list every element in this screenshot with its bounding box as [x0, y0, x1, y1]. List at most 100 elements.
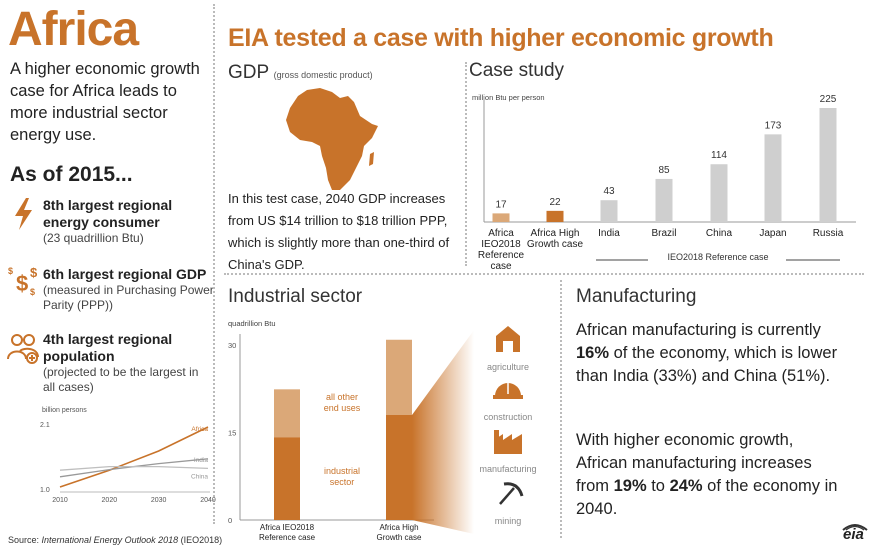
dollar-signs-icon: $ $ $ $ [6, 264, 42, 298]
stat-gdp-sub: (measured in Purchasing Power Parity (PP… [43, 283, 214, 312]
pop-xtick-2040: 2040 [200, 497, 216, 504]
case-bar-label-5: Japan [759, 228, 786, 239]
pop-xtick-2030: 2030 [151, 497, 167, 504]
svg-text:$: $ [30, 265, 38, 280]
case-study-bar-chart: million Btu per person 17 Africa IEO2018 Ref… [472, 93, 856, 272]
gdp-title-note: (gross domestic product) [273, 70, 373, 80]
industrial-wedge [412, 330, 474, 534]
stat-population: 4th largest regional population (project… [43, 331, 213, 395]
manufacturing-paragraph-1: African manufacturing is currently 16% o… [576, 319, 848, 388]
mfg-p2-b: 19% [613, 477, 647, 495]
stat-energy-sub: (23 quadrillion Btu) [43, 231, 144, 245]
main-title: EIA tested a case with higher economic g… [228, 24, 774, 52]
case-bar-value-2: 43 [603, 186, 615, 197]
gdp-text: In this test case, 2040 GDP increases fr… [228, 191, 450, 272]
mfg-p1-c: of the economy, which is lower than Indi… [576, 344, 838, 385]
source-note: Source: International Energy Outlook 201… [8, 535, 222, 545]
industrial-icon-label-construction: construction [484, 412, 533, 422]
divider-vertical-manufacturing [560, 280, 562, 538]
case-bar-2 [600, 200, 618, 222]
case-ylabel: million Btu per person [472, 93, 545, 102]
gdp-heading: GDP (gross domestic product) [228, 62, 373, 84]
stat-population-sub: (projected to be the largest in all case… [43, 365, 199, 394]
case-bar-value-3: 85 [658, 165, 670, 176]
source-title: International Energy Outlook 2018 [41, 535, 179, 545]
source-prefix: Source: [8, 535, 42, 545]
pop-series-africa [59, 426, 209, 488]
divider-horizontal [224, 273, 864, 275]
industrial-bar-label-0: Africa IEO2018 Reference case [259, 523, 316, 542]
manufacturing-icon [494, 430, 522, 454]
stat-energy: 8th largest regional energy consumer (23… [43, 197, 213, 246]
pop-label-india: India [194, 457, 208, 464]
svg-text:$: $ [8, 266, 13, 276]
eia-logo: eia [840, 522, 870, 544]
agriculture-icon [496, 326, 520, 352]
pop-ytick-top: 2.1 [40, 422, 50, 429]
case-bar-value-6: 225 [820, 94, 837, 105]
pop-ytick-bottom: 1.0 [40, 487, 50, 494]
source-suffix: (IEO2018) [178, 535, 223, 545]
divider-vertical-gdp [465, 62, 467, 266]
industrial-ytick-15: 15 [228, 429, 236, 438]
stat-population-title: 4th largest regional population [43, 331, 173, 364]
industrial-bar-other-1 [386, 339, 412, 415]
case-bar-label-4: China [706, 228, 733, 239]
case-bar-value-0: 17 [495, 199, 507, 210]
industrial-legend-industrial: industrial sector [324, 466, 360, 487]
industrial-ylabel: quadrillion Btu [228, 319, 276, 328]
svg-text:$: $ [30, 287, 35, 297]
page-title: Africa [8, 3, 139, 56]
pop-xtick-2020: 2020 [102, 497, 118, 504]
case-bar-0 [492, 213, 510, 222]
stat-gdp: 6th largest regional GDP (measured in Pu… [43, 266, 215, 313]
svg-text:$: $ [16, 271, 28, 296]
industrial-icon-label-manufacturing: manufacturing [479, 464, 536, 474]
case-bar-label-1: Africa High Growth case [527, 228, 584, 250]
case-bar-6 [819, 108, 837, 222]
mfg-p2-c: to [646, 477, 670, 495]
case-study-title: Case study [469, 60, 565, 81]
industrial-stacked-bar-chart: quadrillion Btu 0 15 30 Africa IEO2018 Refere… [228, 319, 537, 542]
industrial-bar-other-0 [274, 389, 300, 438]
industrial-legend-other: all other end uses [324, 392, 361, 413]
case-bar-value-5: 173 [765, 120, 782, 131]
manufacturing-paragraph-2: With higher economic growth, African man… [576, 429, 848, 521]
construction-icon [493, 383, 523, 399]
case-bar-value-1: 22 [549, 197, 561, 208]
mfg-p1-b: 16% [576, 344, 610, 362]
divider-vertical [213, 4, 215, 524]
mfg-p2-d: 24% [669, 477, 703, 495]
industrial-title: Industrial sector [228, 286, 363, 307]
mining-icon [499, 482, 524, 505]
industrial-bar-industrial-0 [274, 437, 300, 520]
case-bar-4 [710, 164, 728, 222]
as-of-heading: As of 2015... [10, 163, 133, 186]
case-bar-value-4: 114 [711, 150, 727, 161]
lightning-icon [10, 197, 38, 231]
case-bar-label-6: Russia [813, 228, 844, 239]
africa-map-icon [286, 88, 378, 190]
case-bar-1 [546, 210, 564, 222]
pop-series-china [59, 465, 209, 471]
case-bar-label-0: Africa IEO2018 Reference case [478, 228, 525, 272]
manufacturing-title: Manufacturing [576, 286, 697, 307]
industrial-ytick-30: 30 [228, 341, 236, 350]
pop-xtick-2010: 2010 [52, 497, 68, 504]
pop-label-africa: Africa [191, 426, 208, 433]
mfg-p2-e: of the economy in 2040. [576, 477, 838, 518]
case-bar-5 [764, 134, 782, 222]
population-chart-unit: billion persons [42, 407, 87, 414]
intro-text: A higher economic growth case for Africa… [10, 60, 200, 144]
industrial-bar-industrial-1 [386, 415, 412, 520]
stat-gdp-title: 6th largest regional GDP [43, 266, 207, 282]
pop-label-china: China [191, 473, 208, 480]
gdp-title: GDP [228, 62, 270, 83]
mfg-p2-a: With higher economic growth, African man… [576, 431, 812, 495]
industrial-ytick-0: 0 [228, 516, 232, 525]
case-group-label: IEO2018 Reference case [667, 252, 768, 262]
industrial-bar-label-1: Africa High Growth case [377, 523, 422, 542]
industrial-icon-label-agriculture: agriculture [487, 362, 529, 372]
stat-energy-title: 8th largest regional energy consumer [43, 197, 173, 230]
